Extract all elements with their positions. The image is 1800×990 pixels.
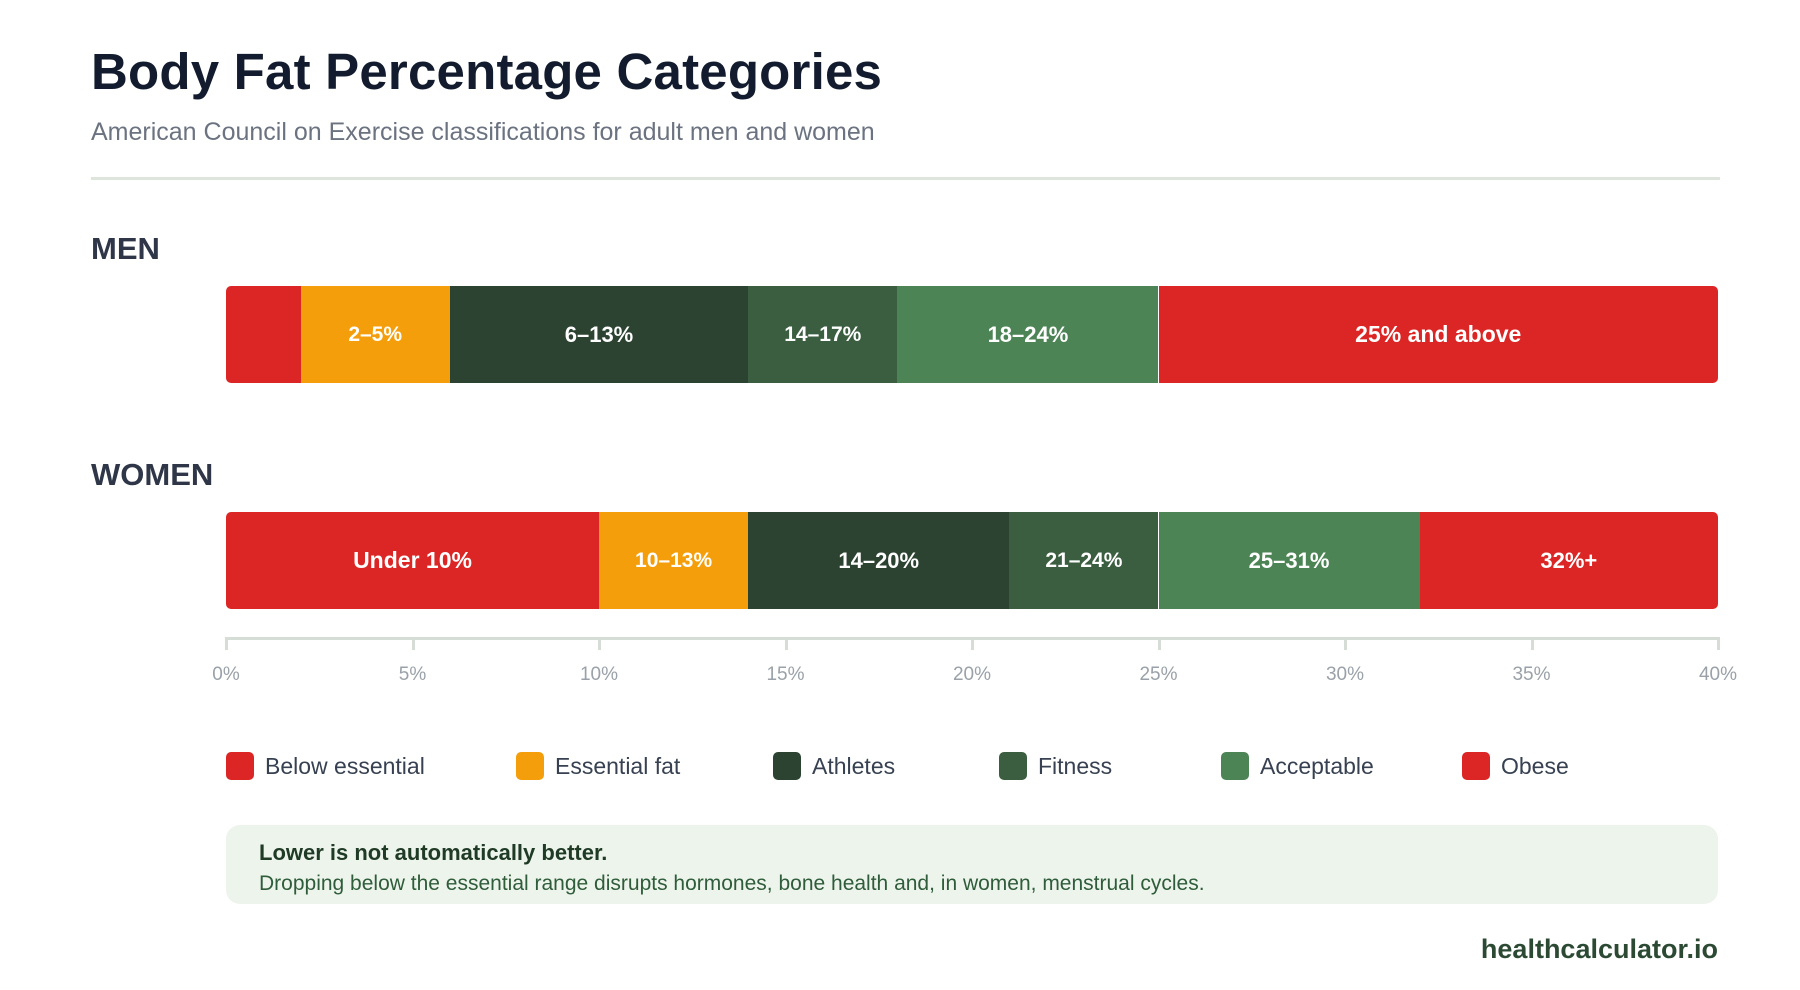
x-axis-tick <box>411 637 415 650</box>
x-axis-tick-label: 40% <box>1698 664 1738 685</box>
chart-title: Body Fat Percentage Categories <box>91 43 883 100</box>
legend-label: Acceptable <box>1260 752 1374 779</box>
legend-label: Athletes <box>812 752 896 779</box>
legend: Below essential Essential fat Athletes Fitn… <box>226 752 1726 782</box>
x-axis-tick <box>1530 637 1534 650</box>
legend-swatch <box>1462 752 1490 780</box>
x-axis-tick-label: 0% <box>212 664 240 685</box>
women-segment-label: 32%+ <box>1540 547 1598 573</box>
men-segment-essential-fat: 2–5% <box>300 286 450 383</box>
men-segment-below-essential <box>226 286 301 383</box>
note-title: Lower is not automatically better. <box>259 840 608 865</box>
women-segment-athletes: 14–20% <box>748 512 1010 609</box>
men-segment-label: 2–5% <box>348 322 403 346</box>
men-segment-acceptable: 18–24% <box>897 286 1159 383</box>
women-segment-fitness: 21–24% <box>1009 512 1159 609</box>
women-segment-below-essential: Under 10% <box>226 512 599 609</box>
x-axis-tick <box>1344 637 1347 650</box>
legend-label: Essential fat <box>555 752 681 779</box>
legend-swatch <box>1221 752 1249 780</box>
legend-swatch <box>773 752 801 780</box>
women-group-label: WOMEN <box>91 457 214 492</box>
men-segment-athletes: 6–13% <box>449 286 749 383</box>
legend-label: Below essential <box>265 752 425 779</box>
x-axis: 0% 5% 10% 15% 20% 25% 30% 35% 40% <box>212 637 1737 697</box>
women-segment-essential-fat: 10–13% <box>599 512 749 609</box>
men-segment-fitness: 14–17% <box>748 286 898 383</box>
x-axis-tick <box>1717 637 1720 650</box>
women-segment-label: 25–31% <box>1248 547 1330 573</box>
x-axis-tick-label: 30% <box>1325 664 1365 685</box>
women-segment-obese: 32%+ <box>1419 512 1718 609</box>
header-divider <box>91 177 1720 180</box>
legend-item-athletes: Athletes <box>773 752 895 780</box>
men-range-bar: 2–5% 6–13% 14–17% 18–24% 25% and above <box>226 286 1718 383</box>
brand-wordmark: healthcalculator.io <box>1480 934 1718 964</box>
x-axis-tick-label: 5% <box>398 664 427 685</box>
men-segment-label: 6–13% <box>564 321 634 347</box>
legend-swatch <box>516 752 544 780</box>
x-axis-tick-label: 15% <box>766 664 805 685</box>
x-axis-tick-label: 35% <box>1512 664 1551 685</box>
legend-item-fitness: Fitness <box>999 752 1112 780</box>
women-segment-acceptable: 25–31% <box>1158 512 1420 609</box>
legend-label: Fitness <box>1038 752 1113 779</box>
women-segment-label: 21–24% <box>1045 548 1123 572</box>
men-segment-label: 25% and above <box>1355 321 1522 347</box>
x-axis-tick <box>1157 637 1161 650</box>
legend-item-acceptable: Acceptable <box>1221 752 1374 780</box>
women-range-bar: Under 10% 10–13% 14–20% 21–24% 25–31% 32%+ <box>226 512 1718 609</box>
x-axis-tick <box>225 637 228 650</box>
women-segment-label: Under 10% <box>353 547 472 573</box>
note-body: Dropping below the essential range disru… <box>259 872 1205 895</box>
men-segment-label: 14–17% <box>784 322 862 346</box>
women-segment-label: 10–13% <box>635 548 713 572</box>
x-axis-tick-label: 20% <box>952 664 992 685</box>
legend-item-below-essential: Below essential <box>226 752 425 780</box>
men-segment-obese: 25% and above <box>1158 286 1718 383</box>
legend-item-obese: Obese <box>1462 752 1569 780</box>
women-segment-label: 14–20% <box>838 547 920 573</box>
x-axis-tick-label: 25% <box>1139 664 1178 685</box>
chart-subtitle: American Council on Exercise classificat… <box>91 118 875 146</box>
x-axis-tick <box>971 637 974 650</box>
legend-swatch <box>226 752 254 780</box>
legend-item-essential-fat: Essential fat <box>516 752 680 780</box>
men-segment-label: 18–24% <box>987 321 1069 347</box>
legend-swatch <box>999 752 1027 780</box>
x-axis-tick-label: 10% <box>579 664 619 685</box>
legend-label: Obese <box>1501 752 1569 779</box>
x-axis-tick <box>784 637 788 650</box>
note-box: Lower is not automatically better. Dropp… <box>226 825 1718 904</box>
x-axis-tick <box>598 637 601 650</box>
men-group-label: MEN <box>91 231 160 266</box>
